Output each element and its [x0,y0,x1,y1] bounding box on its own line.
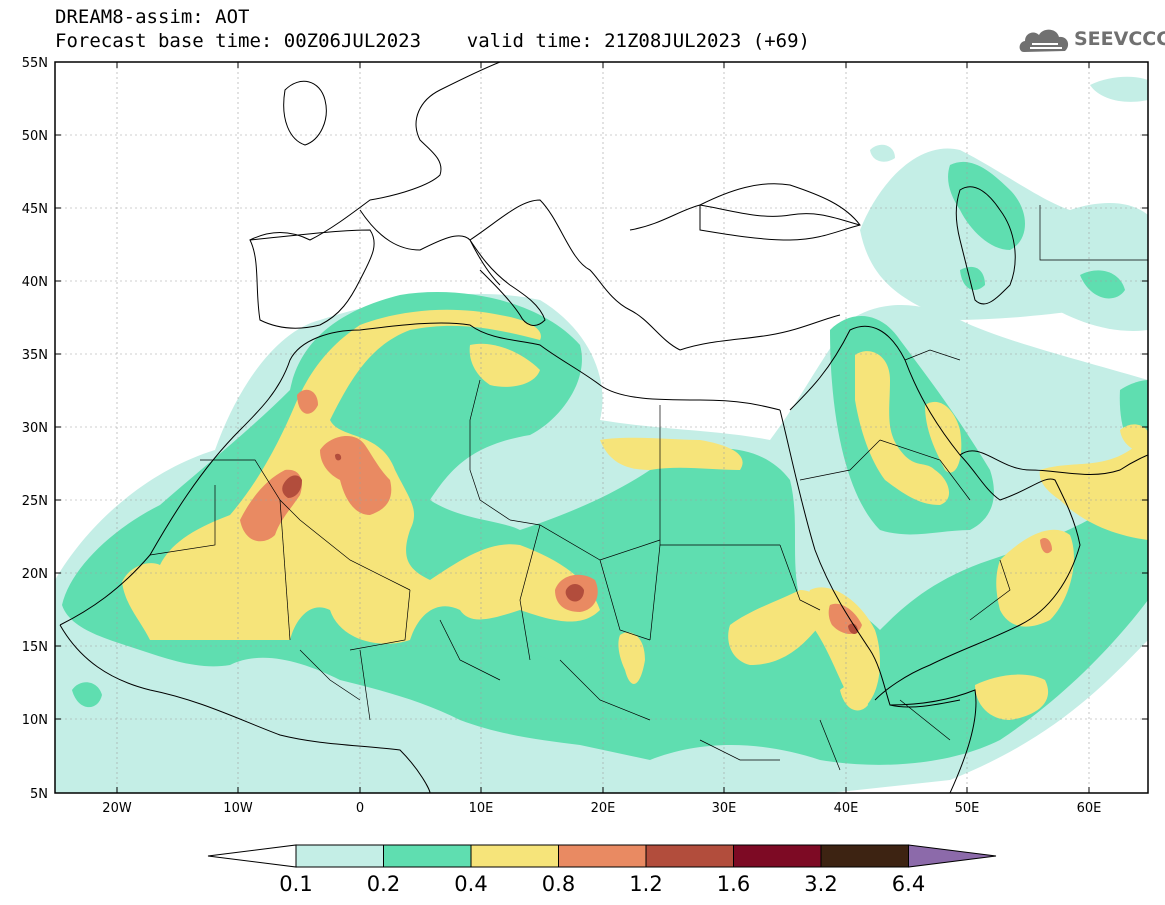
coastlines [59,62,1148,793]
colorbar-swatch [558,844,647,868]
lat-label: 30N [22,421,48,436]
colorbar-labels: 0.1 0.2 0.4 0.8 1.2 1.6 3.2 6.4 [279,872,925,896]
lat-label: 50N [22,129,48,144]
lat-axis-labels: 55N 50N 45N 40N 35N 30N 25N 20N 15N 10N … [22,56,48,802]
lat-label: 55N [22,56,48,71]
tick-marks [55,62,1148,793]
aot-contour-1-2 [282,453,858,634]
lat-label: 15N [22,640,48,655]
lon-label: 40E [834,801,859,816]
lon-label: 50E [955,801,980,816]
country-borders [149,205,1148,771]
lat-label: 10N [22,713,48,728]
colorbar-label: 0.8 [542,872,575,896]
colorbar-swatch [733,844,822,868]
cloud-icon [1019,29,1069,52]
lat-label: 20N [22,567,48,582]
colorbar [207,844,997,868]
seevccc-logo: SEEVCCC [1018,24,1165,58]
colorbar-label: 1.6 [717,872,750,896]
colorbar-label: 6.4 [892,872,925,896]
colorbar-label: 0.2 [367,872,400,896]
colorbar-swatch [383,844,472,868]
colorbar-upper-arrow [908,844,997,868]
colorbar-label: 1.2 [629,872,662,896]
colorbar-swatch [820,844,909,868]
colorbar-lower-arrow [207,844,297,868]
colorbar-label: 3.2 [804,872,837,896]
colorbar-label: 0.1 [279,872,312,896]
lat-label: 25N [22,494,48,509]
lat-label: 40N [22,275,48,290]
lon-label: 10E [469,801,494,816]
lon-axis-labels: 20W 10W 0 10E 20E 30E 40E 50E 60E [102,801,1101,816]
lon-label: 20E [591,801,616,816]
graticule [55,62,1148,793]
colorbar-swatch [295,844,384,868]
lon-label: 60E [1077,801,1102,816]
lon-label: 10W [223,801,253,816]
map-title: DREAM8-assim: AOT [55,6,250,28]
colorbar-label: 0.4 [454,872,487,896]
lat-label: 5N [30,787,48,802]
lat-label: 35N [22,348,48,363]
forecast-times: Forecast base time: 00Z06JUL2023 valid t… [55,30,810,52]
aot-field [55,62,1148,793]
lat-label: 45N [22,202,48,217]
lon-label: 30E [712,801,737,816]
colorbar-swatch [470,844,559,868]
logo-text: SEEVCCC [1074,28,1165,50]
lon-label: 20W [102,801,132,816]
lon-label: 0 [356,801,364,816]
colorbar-swatch [645,844,734,868]
